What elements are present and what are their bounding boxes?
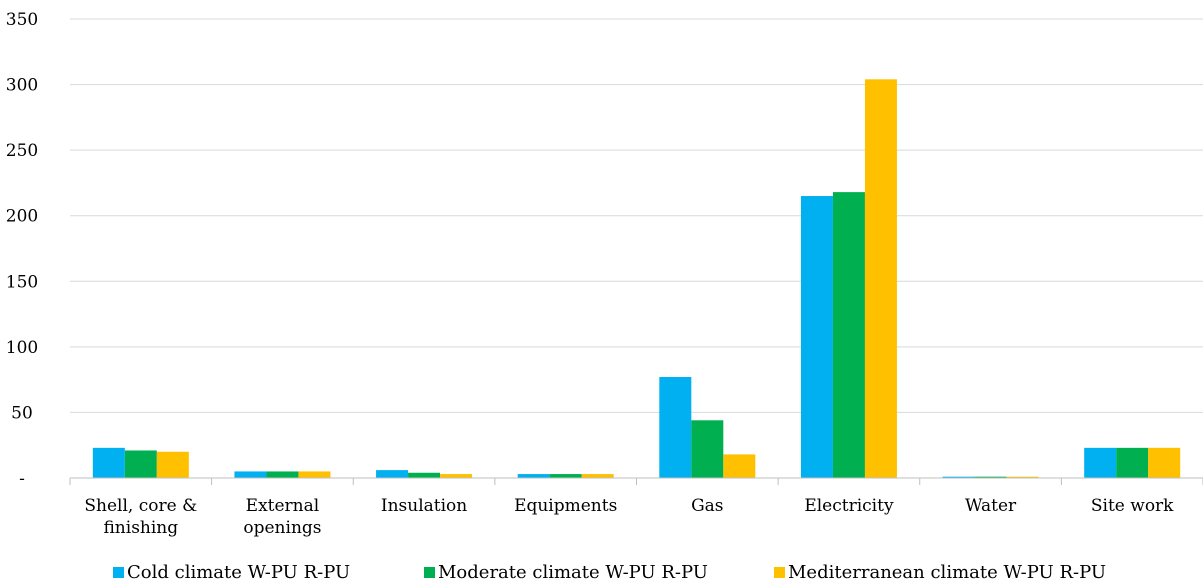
bar <box>376 470 409 478</box>
legend-swatch-mediterranean <box>774 567 785 578</box>
gridlines <box>70 18 1203 413</box>
category-label-line: finishing <box>103 518 178 538</box>
bar <box>864 79 897 478</box>
y-tick-label: 300 <box>6 76 38 96</box>
y-tick-label: 250 <box>6 141 38 161</box>
legend: Cold climate W-PU R-PU Moderate climate … <box>0 562 1203 585</box>
legend-item-mediterranean: Mediterranean climate W-PU R-PU <box>774 562 1106 583</box>
bar <box>549 474 582 478</box>
legend-item-cold: Cold climate W-PU R-PU <box>113 562 350 583</box>
bar <box>234 471 267 478</box>
category-label-line: Equipments <box>514 496 617 516</box>
category-label: Electricity <box>804 496 894 516</box>
bar <box>266 471 299 478</box>
bar <box>1148 447 1181 478</box>
category-label-line: Site work <box>1091 496 1174 516</box>
bars <box>92 79 1181 479</box>
bar <box>1006 476 1039 478</box>
y-tick-label: 50 <box>11 403 33 423</box>
category-labels: Shell, core & finishing External openings In… <box>84 496 1174 538</box>
category-label-line: openings <box>243 518 321 538</box>
legend-label-mediterranean: Mediterranean climate W-PU R-PU <box>788 562 1107 583</box>
y-axis-tick-labels: - 50 100 150 200 250 300 350 <box>6 10 38 489</box>
category-label: Site work <box>1091 496 1174 516</box>
category-label: Water <box>965 496 1017 516</box>
bar <box>408 472 441 478</box>
y-tick-label: 150 <box>6 272 38 292</box>
category-label: Gas <box>691 496 723 516</box>
y-tick-label: 350 <box>6 10 38 30</box>
category-label: Equipments <box>514 496 617 516</box>
bar <box>298 471 331 478</box>
bar <box>691 420 724 478</box>
bar <box>974 476 1007 478</box>
category-label-line: Shell, core & <box>84 496 197 516</box>
y-tick-label: - <box>19 469 25 489</box>
bar <box>156 451 189 478</box>
bar-chart: - 50 100 150 200 250 300 350 Shell, core & finis… <box>6 10 1203 538</box>
y-tick-label: 200 <box>6 207 38 227</box>
legend-item-moderate: Moderate climate W-PU R-PU <box>424 562 708 583</box>
category-label-line: Water <box>965 496 1017 516</box>
bar <box>832 192 865 478</box>
legend-label-moderate: Moderate climate W-PU R-PU <box>438 562 708 583</box>
category-label-line: Electricity <box>804 496 894 516</box>
category-label-line: Gas <box>691 496 723 516</box>
category-label: Shell, core & finishing <box>84 496 197 538</box>
category-label: External openings <box>243 496 321 538</box>
bar <box>517 474 550 478</box>
bar <box>581 474 614 478</box>
bar <box>1116 447 1149 478</box>
legend-swatch-moderate <box>424 567 435 578</box>
category-label: Insulation <box>381 496 467 516</box>
bar <box>723 454 756 478</box>
bar <box>659 377 692 478</box>
bar <box>1084 447 1117 478</box>
category-label-line: External <box>246 496 320 516</box>
bar <box>124 450 157 478</box>
bar <box>800 196 833 479</box>
category-label-line: Insulation <box>381 496 467 516</box>
y-tick-label: 100 <box>6 338 38 358</box>
x-axis <box>69 477 1203 485</box>
legend-label-cold: Cold climate W-PU R-PU <box>127 562 351 583</box>
bar <box>92 447 125 478</box>
legend-swatch-cold <box>113 567 124 578</box>
bar <box>942 476 975 478</box>
bar <box>440 474 473 478</box>
